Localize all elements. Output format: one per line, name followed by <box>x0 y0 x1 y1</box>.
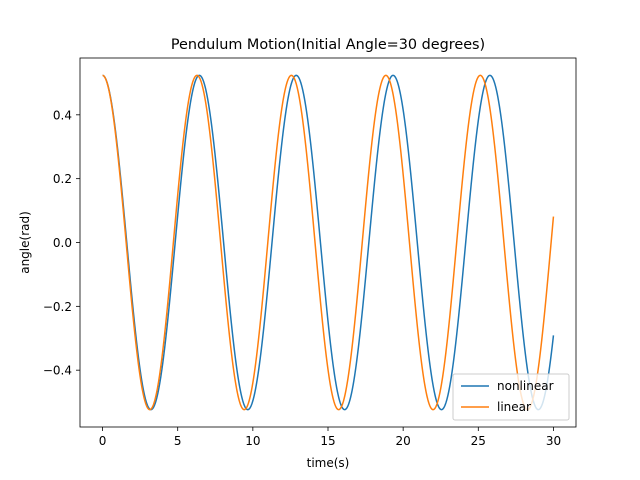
y-tick-label: 0.2 <box>53 172 72 186</box>
series-layer <box>102 74 555 411</box>
x-tick-label: 25 <box>471 434 486 448</box>
y-tick-label: 0.0 <box>53 236 72 250</box>
x-tick-label: 0 <box>99 434 107 448</box>
y-axis-ticks: −0.4 −0.2 0.0 0.2 0.4 <box>43 108 80 378</box>
x-tick-label: 5 <box>174 434 182 448</box>
series-line-linear <box>102 74 555 411</box>
legend-label-nonlinear: nonlinear <box>497 379 554 393</box>
x-axis-ticks: 0 5 10 15 20 25 30 <box>99 427 561 448</box>
x-tick-label: 20 <box>396 434 411 448</box>
legend: nonlinear linear <box>452 373 570 421</box>
series-line-nonlinear <box>102 74 555 411</box>
y-axis-label: angle(rad) <box>18 211 32 274</box>
y-tick-label: −0.2 <box>43 300 72 314</box>
x-axis-label: time(s) <box>307 456 350 470</box>
legend-label-linear: linear <box>497 400 531 414</box>
x-tick-label: 10 <box>245 434 260 448</box>
x-tick-label: 15 <box>320 434 335 448</box>
chart-title: Pendulum Motion(Initial Angle=30 degrees… <box>171 37 485 53</box>
x-tick-label: 30 <box>546 434 561 448</box>
y-tick-label: −0.4 <box>43 364 72 378</box>
y-tick-label: 0.4 <box>53 108 72 122</box>
